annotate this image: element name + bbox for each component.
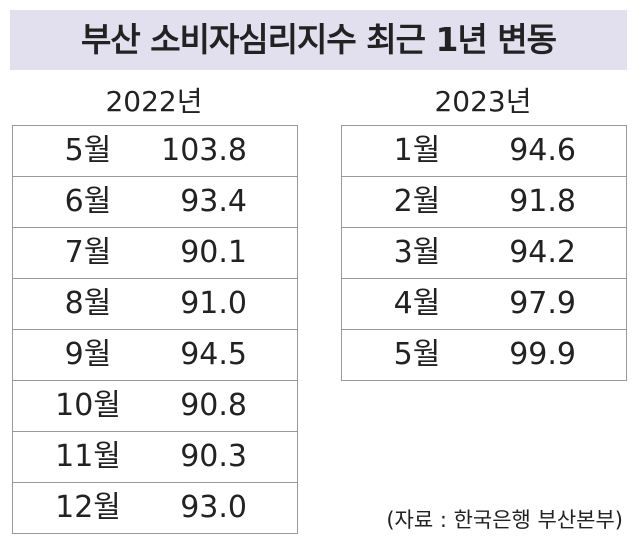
year-header: 2023년	[434, 85, 532, 118]
year-header: 2022년	[105, 85, 203, 118]
table-row: 5월 103.8	[13, 126, 297, 176]
value-cell: 99.9	[509, 337, 576, 372]
month-cell: 2월	[393, 184, 441, 219]
value-cell: 94.2	[509, 235, 576, 270]
month-cell: 7월	[64, 235, 112, 270]
table-row: 12월 93.0	[13, 482, 297, 533]
value-cell: 91.0	[180, 286, 247, 321]
table-row: 11월 90.3	[13, 431, 297, 482]
month-cell: 8월	[64, 286, 112, 321]
value-cell: 90.8	[180, 388, 247, 423]
month-cell: 3월	[393, 235, 441, 270]
month-cell: 10월	[55, 388, 121, 423]
month-cell: 6월	[64, 184, 112, 219]
value-cell: 94.6	[509, 133, 576, 168]
month-cell: 4월	[393, 286, 441, 321]
value-cell: 90.3	[180, 439, 247, 474]
table-row: 10월 90.8	[13, 380, 297, 431]
value-cell: 103.8	[161, 133, 247, 168]
month-cell: 12월	[55, 490, 121, 525]
table-row: 3월 94.2	[342, 227, 626, 278]
source: (자료 : 한국은행 부산본부)	[386, 508, 623, 532]
value-cell: 93.0	[180, 490, 247, 525]
table-row: 8월 91.0	[13, 278, 297, 329]
table: 1월 94.6 2월 91.8 3월 94.2 4월 97.9 5월 99.9	[341, 125, 627, 381]
month-cell: 11월	[55, 439, 121, 474]
value-cell: 93.4	[180, 184, 247, 219]
value-cell: 90.1	[180, 235, 247, 270]
value-cell: 97.9	[509, 286, 576, 321]
value-cell: 91.8	[509, 184, 576, 219]
value-cell: 94.5	[180, 337, 247, 372]
table-row: 5월 99.9	[342, 329, 626, 380]
table-row: 1월 94.6	[342, 126, 626, 176]
month-cell: 5월	[64, 133, 112, 168]
table-row: 9월 94.5	[13, 329, 297, 380]
table-row: 6월 93.4	[13, 176, 297, 227]
table: 5월 103.8 6월 93.4 7월 90.1 8월 91.0 9월 94.5 10월 90.8 11…	[12, 125, 298, 534]
month-cell: 1월	[393, 133, 441, 168]
table-row: 2월 91.8	[342, 176, 626, 227]
month-cell: 9월	[64, 337, 112, 372]
month-cell: 5월	[393, 337, 441, 372]
table-row: 7월 90.1	[13, 227, 297, 278]
table-row: 4월 97.9	[342, 278, 626, 329]
title: 부산 소비자심리지수 최근 1년 변동	[10, 10, 627, 70]
